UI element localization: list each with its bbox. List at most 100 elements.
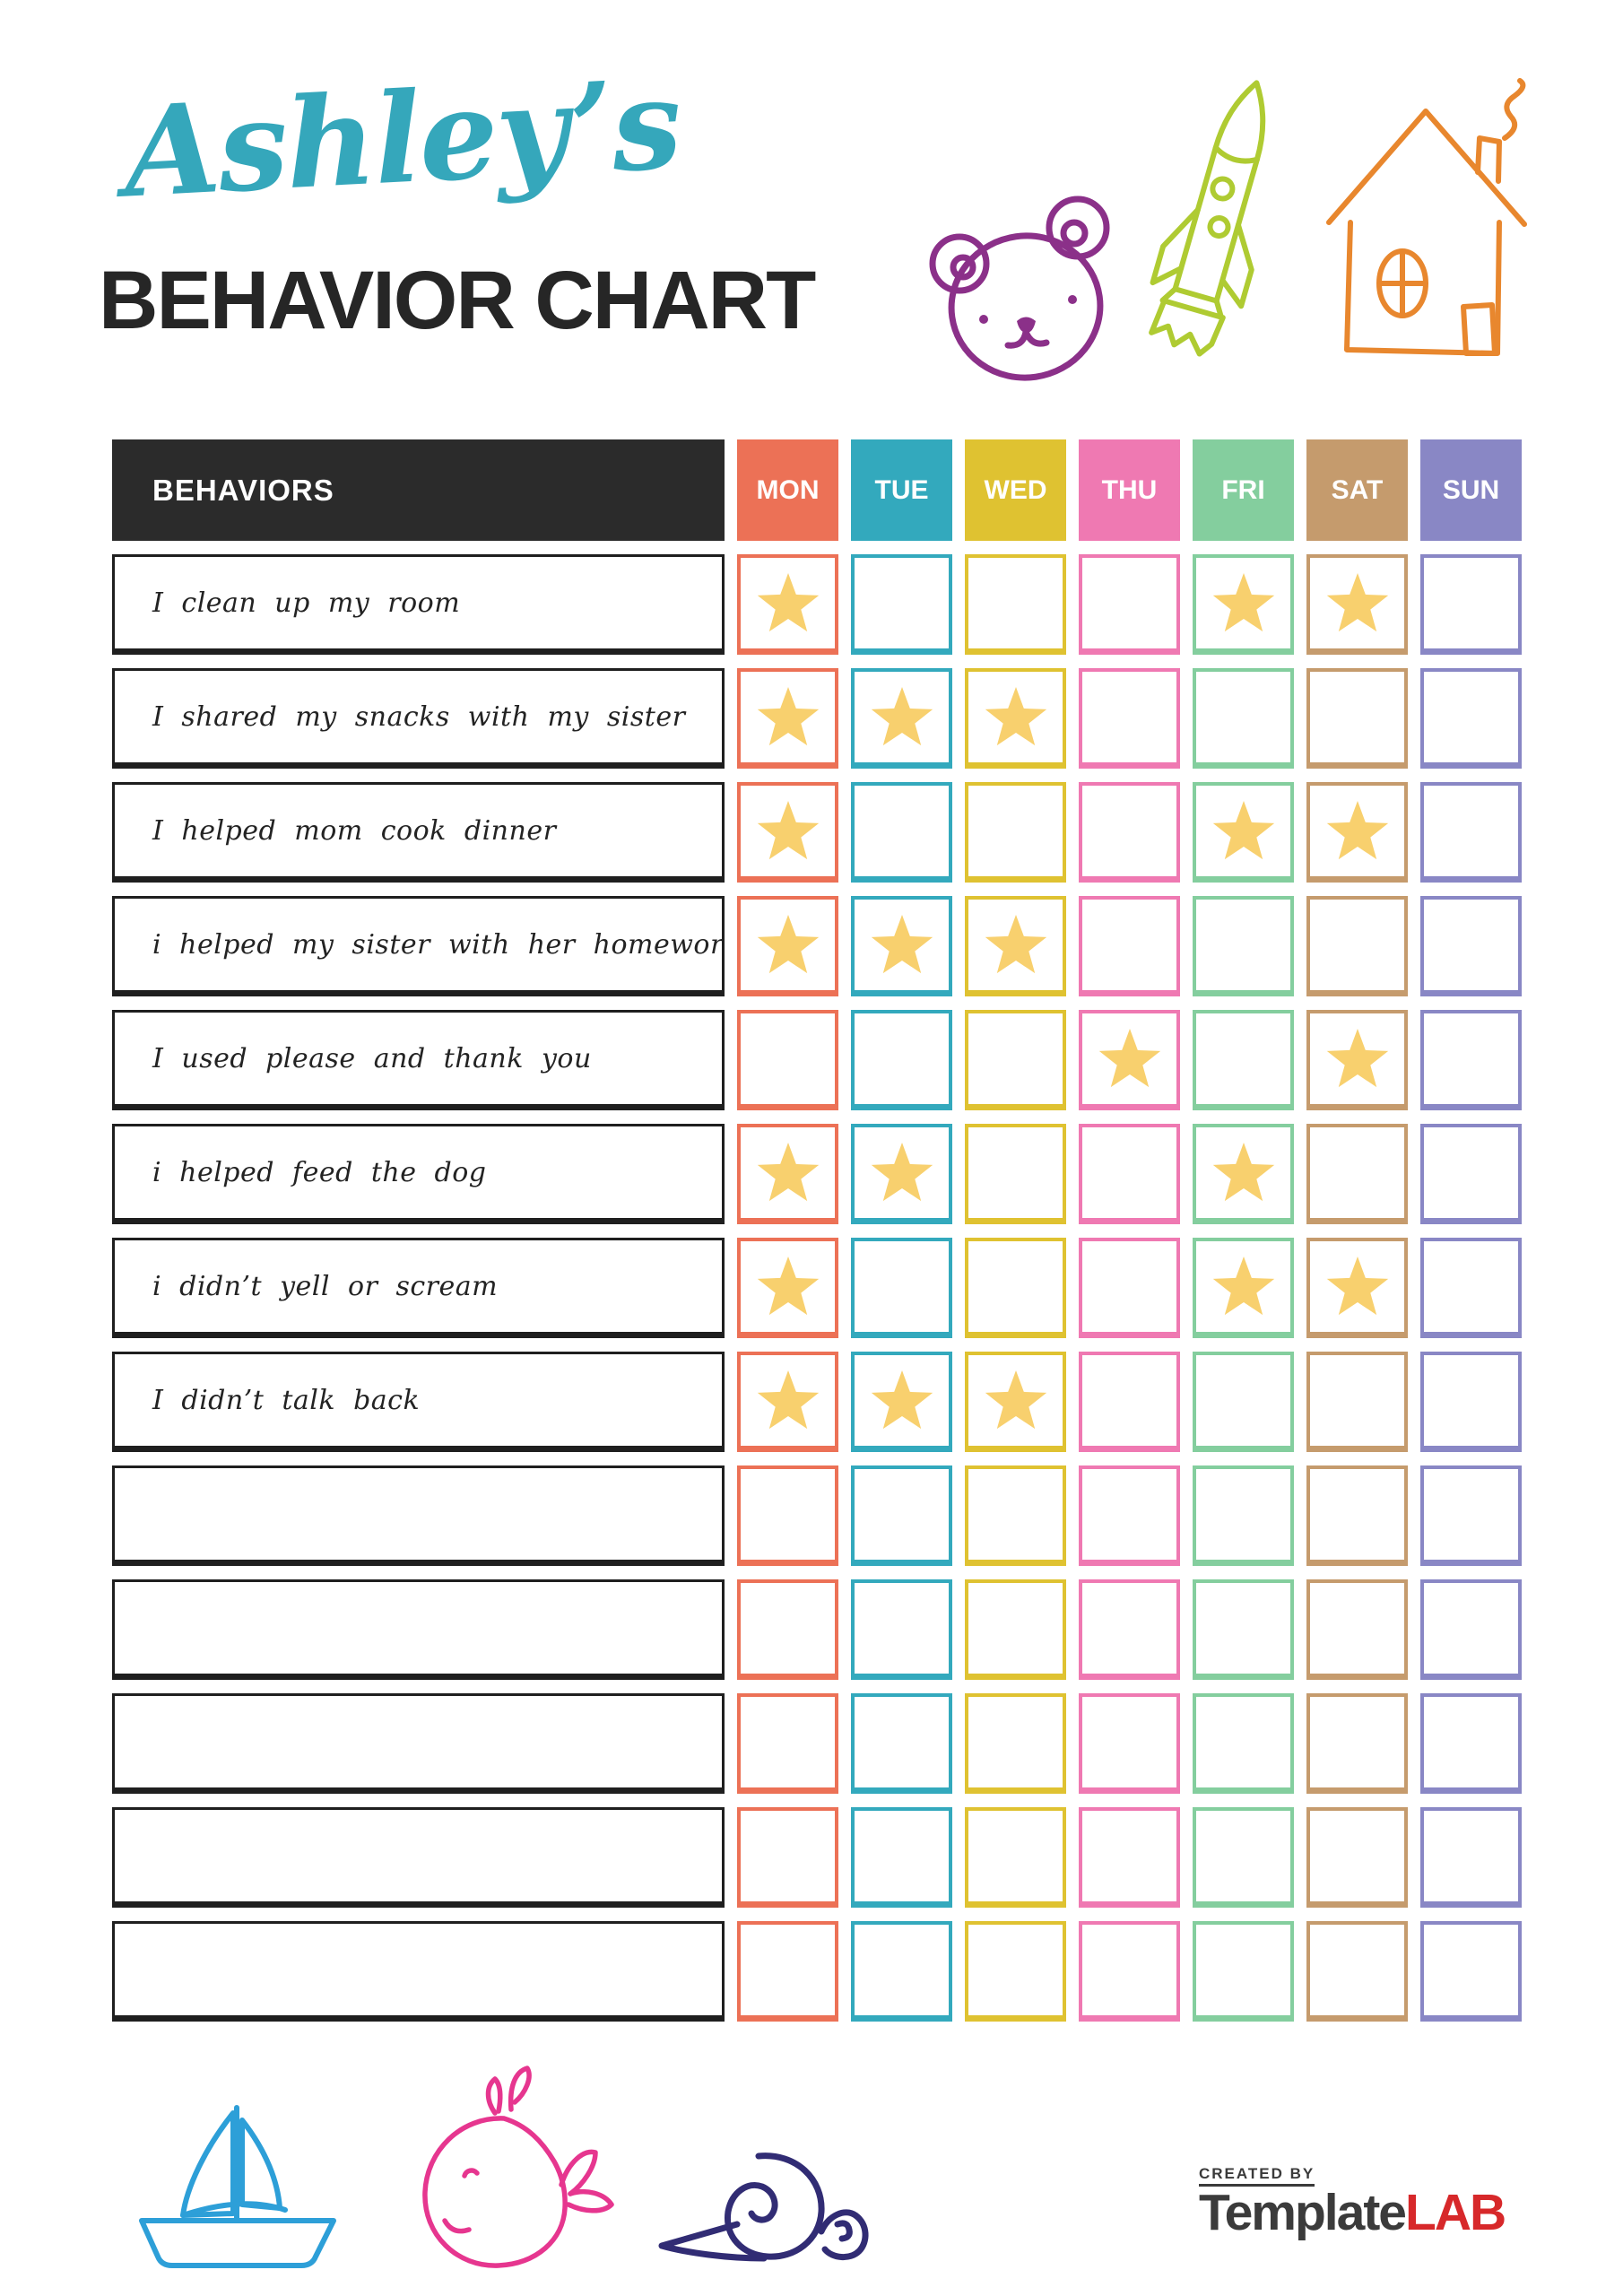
behavior-label-cell-row1[interactable]: I clean up my room — [112, 554, 725, 655]
day-cell-thu-row11[interactable] — [1079, 1693, 1180, 1794]
day-cell-wed-row3[interactable] — [965, 782, 1066, 883]
behavior-label-cell-row10[interactable] — [112, 1579, 725, 1680]
day-cell-thu-row9[interactable] — [1079, 1465, 1180, 1566]
day-cell-sun-row3[interactable] — [1420, 782, 1522, 883]
day-cell-sun-row9[interactable] — [1420, 1465, 1522, 1566]
day-cell-sat-row10[interactable] — [1306, 1579, 1408, 1680]
day-cell-sun-row2[interactable] — [1420, 668, 1522, 769]
behavior-label-cell-row5[interactable]: I used please and thank you — [112, 1010, 725, 1110]
day-cell-fri-row3[interactable] — [1193, 782, 1294, 883]
day-cell-fri-row2[interactable] — [1193, 668, 1294, 769]
behavior-label-cell-row4[interactable]: i helped my sister with her homework — [112, 896, 725, 996]
day-cell-fri-row1[interactable] — [1193, 554, 1294, 655]
day-cell-sat-row8[interactable] — [1306, 1352, 1408, 1452]
day-cell-tue-row12[interactable] — [851, 1807, 952, 1908]
behavior-label-cell-row3[interactable]: I helped mom cook dinner — [112, 782, 725, 883]
day-cell-mon-row11[interactable] — [737, 1693, 838, 1794]
day-cell-thu-row12[interactable] — [1079, 1807, 1180, 1908]
day-cell-sun-row13[interactable] — [1420, 1921, 1522, 2022]
day-cell-tue-row6[interactable] — [851, 1124, 952, 1224]
behavior-label-cell-row2[interactable]: I shared my snacks with my sister — [112, 668, 725, 769]
day-cell-mon-row5[interactable] — [737, 1010, 838, 1110]
day-cell-tue-row9[interactable] — [851, 1465, 952, 1566]
day-cell-tue-row13[interactable] — [851, 1921, 952, 2022]
day-cell-sun-row1[interactable] — [1420, 554, 1522, 655]
day-cell-fri-row13[interactable] — [1193, 1921, 1294, 2022]
day-cell-thu-row2[interactable] — [1079, 668, 1180, 769]
day-cell-fri-row12[interactable] — [1193, 1807, 1294, 1908]
day-cell-mon-row8[interactable] — [737, 1352, 838, 1452]
day-cell-sat-row12[interactable] — [1306, 1807, 1408, 1908]
day-cell-tue-row4[interactable] — [851, 896, 952, 996]
day-cell-mon-row9[interactable] — [737, 1465, 838, 1566]
day-cell-sat-row6[interactable] — [1306, 1124, 1408, 1224]
day-cell-thu-row8[interactable] — [1079, 1352, 1180, 1452]
day-cell-sat-row5[interactable] — [1306, 1010, 1408, 1110]
day-cell-sat-row7[interactable] — [1306, 1238, 1408, 1338]
day-cell-sat-row1[interactable] — [1306, 554, 1408, 655]
day-cell-fri-row8[interactable] — [1193, 1352, 1294, 1452]
day-cell-sun-row4[interactable] — [1420, 896, 1522, 996]
day-cell-wed-row1[interactable] — [965, 554, 1066, 655]
behavior-label-cell-row12[interactable] — [112, 1807, 725, 1908]
day-cell-tue-row5[interactable] — [851, 1010, 952, 1110]
day-cell-thu-row10[interactable] — [1079, 1579, 1180, 1680]
behavior-label-cell-row9[interactable] — [112, 1465, 725, 1566]
day-cell-thu-row5[interactable] — [1079, 1010, 1180, 1110]
day-cell-fri-row11[interactable] — [1193, 1693, 1294, 1794]
day-cell-fri-row10[interactable] — [1193, 1579, 1294, 1680]
day-cell-tue-row8[interactable] — [851, 1352, 952, 1452]
day-cell-tue-row1[interactable] — [851, 554, 952, 655]
day-cell-mon-row4[interactable] — [737, 896, 838, 996]
behavior-label-cell-row8[interactable]: I didn’t talk back — [112, 1352, 725, 1452]
day-cell-sat-row9[interactable] — [1306, 1465, 1408, 1566]
behavior-label-cell-row7[interactable]: i didn’t yell or scream — [112, 1238, 725, 1338]
day-cell-wed-row9[interactable] — [965, 1465, 1066, 1566]
behavior-label-cell-row13[interactable] — [112, 1921, 725, 2022]
day-cell-sun-row8[interactable] — [1420, 1352, 1522, 1452]
day-cell-sun-row7[interactable] — [1420, 1238, 1522, 1338]
day-cell-mon-row7[interactable] — [737, 1238, 838, 1338]
day-cell-sat-row11[interactable] — [1306, 1693, 1408, 1794]
day-cell-tue-row2[interactable] — [851, 668, 952, 769]
day-cell-fri-row5[interactable] — [1193, 1010, 1294, 1110]
day-cell-wed-row12[interactable] — [965, 1807, 1066, 1908]
day-cell-tue-row10[interactable] — [851, 1579, 952, 1680]
day-cell-fri-row6[interactable] — [1193, 1124, 1294, 1224]
behavior-label-cell-row11[interactable] — [112, 1693, 725, 1794]
day-cell-mon-row1[interactable] — [737, 554, 838, 655]
day-cell-sun-row12[interactable] — [1420, 1807, 1522, 1908]
day-cell-thu-row6[interactable] — [1079, 1124, 1180, 1224]
day-cell-sat-row2[interactable] — [1306, 668, 1408, 769]
day-cell-wed-row6[interactable] — [965, 1124, 1066, 1224]
day-cell-sat-row13[interactable] — [1306, 1921, 1408, 2022]
day-cell-fri-row7[interactable] — [1193, 1238, 1294, 1338]
day-cell-sun-row6[interactable] — [1420, 1124, 1522, 1224]
day-cell-thu-row4[interactable] — [1079, 896, 1180, 996]
day-cell-sun-row5[interactable] — [1420, 1010, 1522, 1110]
day-cell-mon-row6[interactable] — [737, 1124, 838, 1224]
day-cell-fri-row9[interactable] — [1193, 1465, 1294, 1566]
day-cell-wed-row8[interactable] — [965, 1352, 1066, 1452]
day-cell-mon-row2[interactable] — [737, 668, 838, 769]
day-cell-thu-row13[interactable] — [1079, 1921, 1180, 2022]
day-cell-sat-row3[interactable] — [1306, 782, 1408, 883]
day-cell-thu-row7[interactable] — [1079, 1238, 1180, 1338]
day-cell-thu-row3[interactable] — [1079, 782, 1180, 883]
day-cell-tue-row3[interactable] — [851, 782, 952, 883]
day-cell-fri-row4[interactable] — [1193, 896, 1294, 996]
day-cell-thu-row1[interactable] — [1079, 554, 1180, 655]
day-cell-wed-row10[interactable] — [965, 1579, 1066, 1680]
day-cell-tue-row11[interactable] — [851, 1693, 952, 1794]
day-cell-wed-row13[interactable] — [965, 1921, 1066, 2022]
day-cell-wed-row5[interactable] — [965, 1010, 1066, 1110]
day-cell-wed-row4[interactable] — [965, 896, 1066, 996]
behavior-label-cell-row6[interactable]: i helped feed the dog — [112, 1124, 725, 1224]
day-cell-mon-row13[interactable] — [737, 1921, 838, 2022]
day-cell-tue-row7[interactable] — [851, 1238, 952, 1338]
day-cell-sun-row10[interactable] — [1420, 1579, 1522, 1680]
day-cell-mon-row3[interactable] — [737, 782, 838, 883]
day-cell-mon-row12[interactable] — [737, 1807, 838, 1908]
day-cell-wed-row2[interactable] — [965, 668, 1066, 769]
day-cell-sun-row11[interactable] — [1420, 1693, 1522, 1794]
